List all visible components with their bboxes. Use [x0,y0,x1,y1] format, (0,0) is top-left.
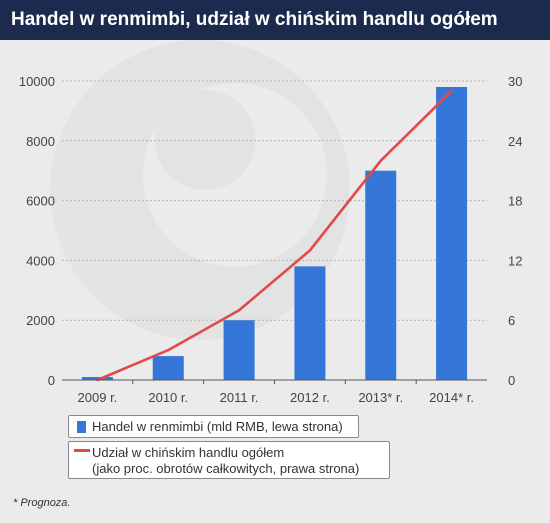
gridlines [62,80,487,321]
y-right-tick-label: 30 [508,74,522,89]
legend-label-bars: Handel w renmimbi (mld RMB, lewa strona) [92,419,343,434]
y-left-tick-label: 2000 [26,313,55,328]
bar [223,320,255,380]
bar-swatch [77,421,86,433]
bar [294,266,326,380]
y-right-tick-label: 12 [508,253,522,268]
bar [365,170,397,380]
x-tick-label: 2011 r. [220,390,259,405]
y-right-tick-label: 0 [508,373,515,388]
y-left-tick-label: 0 [48,373,55,388]
line-point [237,309,241,312]
legend-bar-series: Handel w renmimbi (mld RMB, lewa strona) [68,415,359,438]
bar [152,356,184,380]
footnote: * Prognoza. [13,497,71,509]
x-tick-label: 2014* r. [429,390,474,405]
legend-line-series: Udział w chińskim handlu ogółem (jako pr… [68,441,390,479]
bar [436,86,468,380]
y-right-tick-label: 18 [508,194,522,209]
legend-label-line-subtitle: (jako proc. obrotów całkowitych, prawa s… [92,461,360,476]
bar [81,377,113,380]
y-left-tick-label: 8000 [26,134,55,149]
y-right-tick-label: 6 [508,313,515,328]
y-right-tick-label: 24 [508,134,522,149]
line-swatch [74,449,90,452]
line-point [450,89,453,93]
share-line [96,90,453,382]
x-tick-label: 2012 r. [290,390,330,405]
axes: 0 0 2000 6 4000 12 6000 18 8000 24 10000 30 2009 r. 2… [19,74,523,405]
line-point [308,249,312,252]
watermark-logo [50,40,350,340]
x-tick-label: 2013* r. [358,390,403,405]
x-tick-label: 2009 r. [78,390,118,405]
line-point [167,348,170,352]
y-left-tick-label: 4000 [26,253,55,268]
y-left-tick-label: 10000 [19,74,55,89]
chart-title: Handel w renmimbi, udział w chińskim han… [0,0,550,40]
line-series [96,89,453,382]
legend-label-line: Udział w chińskim handlu ogółem [92,445,285,460]
line-point [379,159,382,162]
x-tick-label: 2010 r. [148,390,188,405]
y-left-tick-label: 6000 [26,194,55,209]
bars [81,86,468,380]
